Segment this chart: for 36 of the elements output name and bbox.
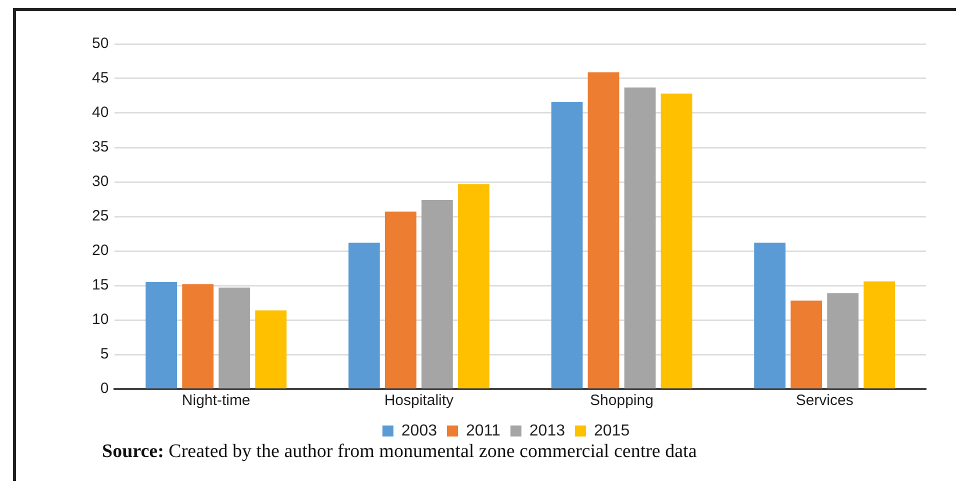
bar	[218, 288, 250, 388]
bar	[146, 282, 178, 388]
bar	[255, 310, 287, 388]
legend-label: 2003	[401, 422, 438, 440]
legend-label: 2011	[466, 422, 501, 440]
source-note: Source: Created by the author from monumental zone commercial centre data	[102, 441, 697, 462]
y-tick-label: 30	[92, 173, 109, 190]
x-tick-label: Shopping	[590, 392, 654, 410]
bar	[827, 293, 859, 388]
bar	[864, 281, 896, 388]
x-tick-label: Services	[796, 392, 854, 410]
y-tick-label: 20	[92, 242, 109, 260]
bar	[588, 72, 620, 388]
y-tick-label: 45	[92, 70, 109, 87]
bar	[660, 94, 692, 388]
legend-label: 2015	[594, 422, 630, 440]
y-tick-label: 40	[92, 104, 109, 122]
y-tick-label: 25	[92, 208, 109, 225]
y-tick-label: 0	[100, 380, 109, 398]
y-tick-label: 50	[92, 35, 109, 52]
bar	[551, 102, 583, 388]
y-tick-label: 15	[92, 276, 109, 294]
bar	[384, 212, 416, 388]
bar	[624, 87, 656, 388]
y-tick-label: 5	[100, 346, 109, 363]
bar	[754, 242, 786, 388]
legend-label: 2013	[529, 422, 566, 440]
bar	[421, 200, 453, 388]
bar	[458, 184, 490, 388]
x-tick-label: Hospitality	[384, 392, 454, 410]
x-tick-label: Night-time	[182, 392, 250, 410]
y-tick-label: 35	[92, 138, 109, 156]
bar	[348, 242, 380, 388]
y-tick-label: 10	[92, 311, 109, 328]
bar	[790, 300, 822, 388]
bar	[182, 284, 214, 388]
